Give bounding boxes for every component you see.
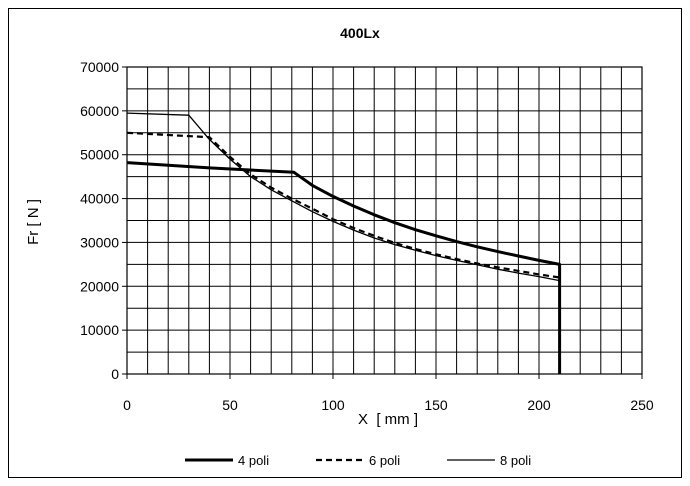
y-tick-label: 50000: [80, 147, 119, 163]
y-tick-label: 10000: [80, 322, 119, 338]
legend-label-2: 6 poli: [369, 453, 400, 468]
x-tick-label: 150: [424, 397, 448, 413]
chart-outer-border: [8, 8, 682, 478]
y-tick-label: 60000: [80, 103, 119, 119]
y-tick-label: 40000: [80, 191, 119, 207]
x-tick-label: 100: [321, 397, 345, 413]
legend-label-3: 8 poli: [500, 453, 531, 468]
x-tick-label: 0: [123, 397, 131, 413]
chart-title: 400Lx: [340, 25, 380, 41]
y-tick-label: 70000: [80, 59, 119, 75]
legend-label-1: 4 poli: [238, 453, 269, 468]
grid: [126, 66, 643, 375]
y-axis-label: Fr [ N ]: [25, 199, 42, 245]
series-layer: [126, 112, 562, 374]
y-tick-label: 0: [111, 366, 119, 382]
x-axis-label: X [ mm ]: [358, 411, 418, 428]
y-tick-label: 20000: [80, 278, 119, 294]
series-line-2: [126, 131, 561, 374]
x-tick-label: 250: [630, 397, 654, 413]
series-line-3: [126, 112, 561, 374]
x-tick-label: 50: [222, 397, 238, 413]
series-line-1: [126, 161, 562, 374]
axes: 0 10000 20000 30000 40000 50000 60000 70000 0 50 1…: [80, 59, 654, 413]
plot-area-border: [126, 66, 643, 375]
y-tick-label: 30000: [80, 234, 119, 250]
legend: 4 poli 6 poli 8 poli: [185, 453, 531, 468]
x-tick-label: 200: [527, 397, 551, 413]
